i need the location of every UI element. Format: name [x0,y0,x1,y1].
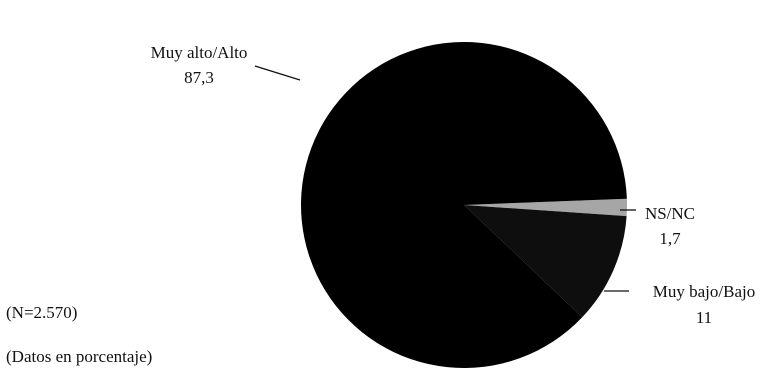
pie-slice-muy-bajo-bajo [464,205,627,318]
sample-size-note: (N=2.570) [6,303,78,322]
pie-slice-ns-nc [464,198,628,217]
slice-value-ns-nc: 1,7 [659,229,681,248]
leader-line-muy-alto-alto [254,65,301,81]
units-note: (Datos en porcentaje) [6,347,153,366]
slice-label-muy-alto-alto: Muy alto/Alto [151,43,248,62]
slice-label-muy-bajo-bajo: Muy bajo/Bajo [653,282,755,301]
slice-value-muy-bajo-bajo: 11 [696,308,712,327]
label-leader-lines [254,65,636,292]
slice-value-muy-alto-alto: 87,3 [184,68,214,87]
pie-slices [301,42,628,369]
slice-label-ns-nc: NS/NC [645,204,695,223]
pie-slice-muy-alto-alto [301,42,627,369]
